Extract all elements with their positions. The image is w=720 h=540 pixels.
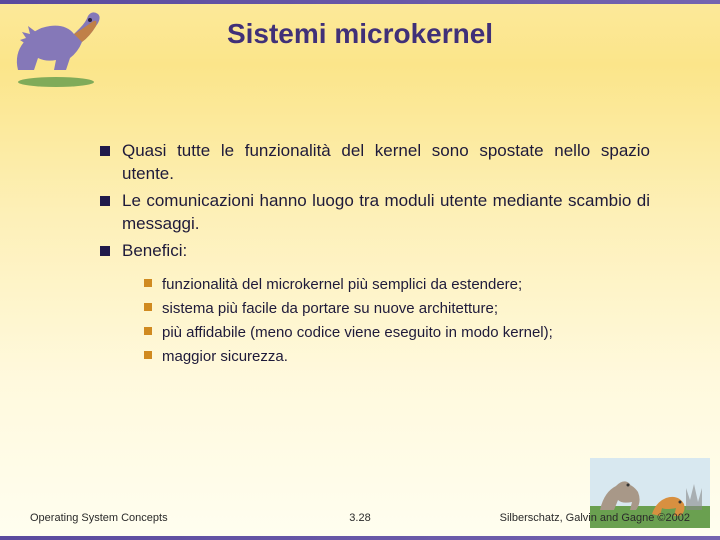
- sub-square-bullet-icon: [144, 327, 152, 335]
- square-bullet-icon: [100, 196, 110, 206]
- slide-content: Quasi tutte le funzionalità del kernel s…: [100, 140, 650, 368]
- footer-page-number: 3.28: [349, 512, 370, 524]
- slide-footer: Operating System Concepts 3.28 Silbersch…: [0, 512, 720, 524]
- footer-left-text: Operating System Concepts: [30, 512, 168, 524]
- sub-bullet-text: funzionalità del microkernel più semplic…: [162, 276, 522, 293]
- bullet-item: Quasi tutte le funzionalità del kernel s…: [100, 140, 650, 186]
- main-bullet-list: Quasi tutte le funzionalità del kernel s…: [100, 140, 650, 368]
- dinosaur-top-left-icon: [6, 8, 106, 88]
- square-bullet-icon: [100, 246, 110, 256]
- sub-bullet-item: più affidabile (meno codice viene esegui…: [144, 323, 650, 343]
- bullet-text: Benefici:: [122, 241, 187, 260]
- sub-bullet-text: maggior sicurezza.: [162, 348, 288, 365]
- sub-bullet-list: funzionalità del microkernel più semplic…: [144, 275, 650, 368]
- bullet-item: Benefici: funzionalità del microkernel p…: [100, 240, 650, 368]
- sub-bullet-item: sistema più facile da portare su nuove a…: [144, 299, 650, 319]
- sub-square-bullet-icon: [144, 351, 152, 359]
- bottom-accent-bar: [0, 536, 720, 540]
- bullet-text: Quasi tutte le funzionalità del kernel s…: [122, 141, 650, 183]
- bullet-text: Le comunicazioni hanno luogo tra moduli …: [122, 191, 650, 233]
- sub-bullet-item: maggior sicurezza.: [144, 347, 650, 367]
- top-accent-bar: [0, 0, 720, 4]
- sub-bullet-text: più affidabile (meno codice viene esegui…: [162, 324, 553, 341]
- sub-square-bullet-icon: [144, 303, 152, 311]
- sub-bullet-text: sistema più facile da portare su nuove a…: [162, 300, 498, 317]
- bullet-item: Le comunicazioni hanno luogo tra moduli …: [100, 190, 650, 236]
- sub-square-bullet-icon: [144, 279, 152, 287]
- slide-title: Sistemi microkernel: [0, 18, 720, 50]
- footer-copyright: Silberschatz, Galvin and Gagne ©2002: [500, 512, 690, 524]
- square-bullet-icon: [100, 146, 110, 156]
- sub-bullet-item: funzionalità del microkernel più semplic…: [144, 275, 650, 295]
